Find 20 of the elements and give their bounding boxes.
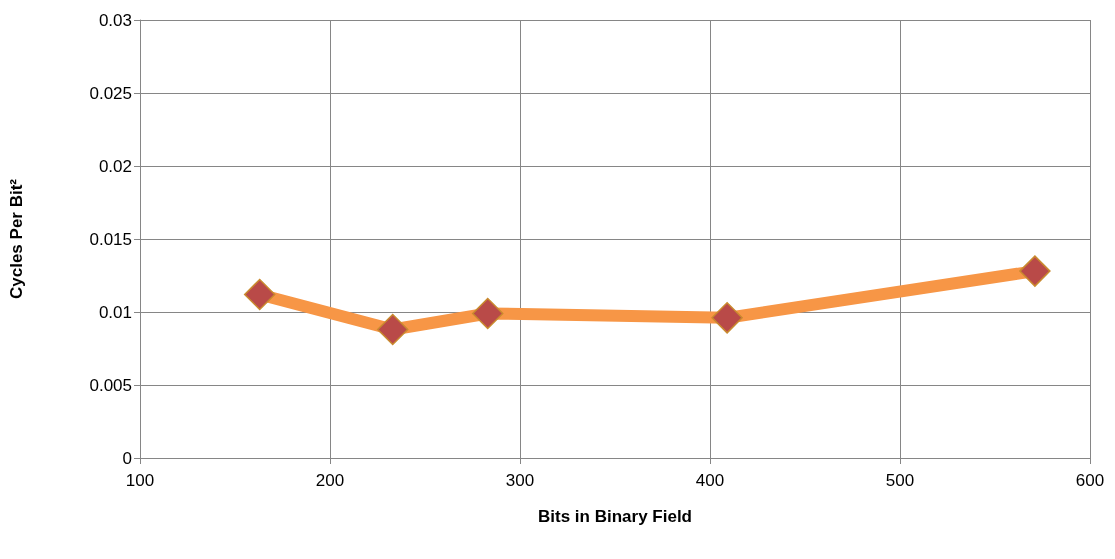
point: [711, 302, 743, 334]
y-tick-label: 0.015: [89, 229, 132, 249]
y-tick-label: 0.02: [98, 156, 132, 176]
y-tick-label: 0.01: [98, 302, 132, 322]
x-tick-label: 600: [1075, 471, 1105, 490]
x-tick-label: 500: [885, 471, 915, 490]
y-tick-label: 0.03: [98, 10, 132, 30]
point: [243, 278, 276, 311]
x-tick-label: 400: [695, 471, 725, 490]
x-tick-label: 300: [505, 471, 535, 490]
x-axis-title: Bits in Binary Field: [538, 507, 692, 526]
y-tick-label: 0.025: [89, 83, 132, 103]
point: [1019, 255, 1051, 287]
y-tick-label: 0.005: [89, 375, 132, 395]
y-tick-label: 0: [122, 448, 132, 468]
point: [376, 313, 409, 346]
point: [471, 297, 504, 330]
x-tick-label: 200: [315, 471, 345, 490]
x-tick-label: 100: [125, 471, 155, 490]
y-axis-title: Cycles Per Bit²: [7, 178, 26, 299]
